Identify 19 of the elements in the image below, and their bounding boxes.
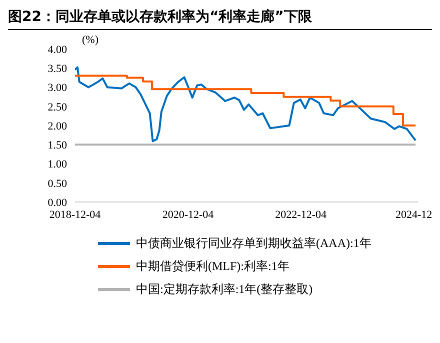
y-tick-label: 3.00 (48, 82, 68, 94)
y-axis-title: (%) (82, 34, 98, 46)
y-tick-label: 2.00 (48, 120, 68, 132)
y-tick-label: 0.50 (48, 178, 68, 190)
y-tick-label: 0.00 (48, 196, 68, 209)
legend-label: 中债商业银行同业存单到期收益率(AAA):1年 (136, 235, 372, 252)
chart-title: 图22：同业存单或以存款利率为“利率走廊”下限 (8, 8, 432, 30)
y-tick-label: 1.00 (48, 158, 68, 171)
x-tick-label: 2022-12-04 (275, 208, 327, 221)
x-tick-label: 2018-12-04 (49, 208, 102, 221)
x-tick-label: 2024-12 (395, 208, 432, 221)
legend-label: 中国:定期存款利率:1年(整存整取) (136, 281, 313, 298)
line-series (75, 66, 417, 142)
y-tick-label: 4.00 (48, 44, 68, 56)
y-tick-label: 2.50 (48, 101, 68, 114)
x-tick-label: 2020-12-04 (162, 208, 214, 221)
legend-label: 中期借贷便利(MLF):利率:1年 (136, 258, 290, 275)
y-tick-label: 1.50 (48, 140, 68, 152)
y-tick-label: 3.50 (48, 63, 68, 76)
